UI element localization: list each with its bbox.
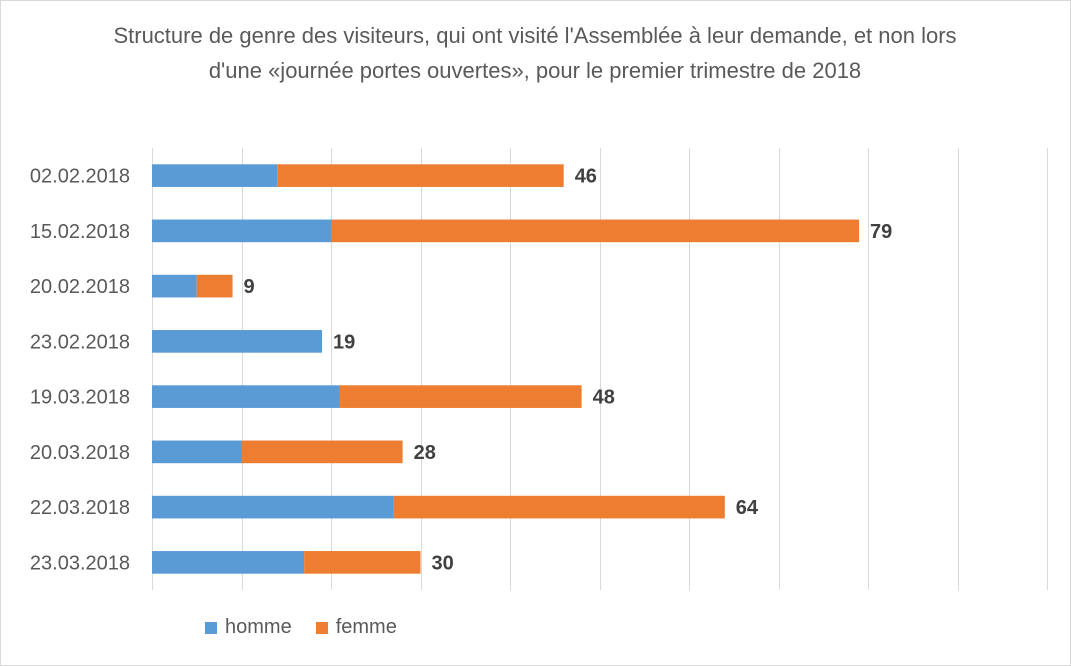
bar-femme-5: [339, 385, 582, 408]
legend-label-homme: homme: [225, 616, 292, 638]
total-label: 79: [870, 221, 892, 243]
category-label: 02.02.2018: [30, 166, 130, 188]
gridlines: [152, 148, 1048, 590]
legend-swatch-femme: [315, 621, 328, 634]
total-label: 19: [333, 331, 355, 353]
category-label: 20.02.2018: [30, 276, 130, 298]
total-label: 28: [414, 442, 436, 464]
total-label: 9: [244, 276, 255, 298]
bar-femme-1: [277, 164, 564, 187]
bar-femme-2: [331, 219, 860, 243]
total-label: 48: [593, 387, 615, 409]
bar-femme-6: [241, 440, 403, 464]
bar-homme-4: [152, 330, 323, 353]
category-label: 15.02.2018: [30, 221, 130, 243]
bar-homme-8: [152, 551, 305, 574]
bar-homme-2: [152, 219, 331, 243]
bar-homme-3: [152, 274, 197, 298]
category-label: 19.03.2018: [30, 387, 130, 409]
legend-item-homme: homme: [205, 616, 292, 639]
bar-femme-8: [304, 551, 421, 574]
bar-homme-6: [152, 440, 242, 464]
legend-swatch-homme: [205, 621, 217, 634]
bar-homme-7: [152, 495, 394, 519]
category-label: 23.02.2018: [30, 331, 130, 353]
legend-label-femme: femme: [335, 616, 397, 638]
legend: homme femme: [205, 616, 421, 639]
category-label: 22.03.2018: [30, 497, 130, 519]
total-label: 46: [575, 166, 597, 188]
category-label: 23.03.2018: [30, 552, 130, 574]
total-label: 64: [736, 497, 759, 519]
bar-homme-1: [152, 164, 278, 187]
total-label: 30: [432, 552, 454, 574]
bar-femme-7: [393, 495, 725, 519]
category-label: 20.03.2018: [30, 442, 130, 464]
legend-item-femme: femme: [315, 616, 397, 639]
value-labels: 46 79 9 19 48 28 64 30: [244, 166, 893, 575]
chart-title: Structure de genre des visiteurs, qui on…: [113, 23, 957, 83]
bars: [152, 164, 860, 574]
bar-homme-5: [152, 385, 340, 408]
category-labels: 02.02.2018 15.02.2018 20.02.2018 23.02.2018…: [30, 166, 130, 575]
bar-femme-3: [196, 274, 233, 298]
